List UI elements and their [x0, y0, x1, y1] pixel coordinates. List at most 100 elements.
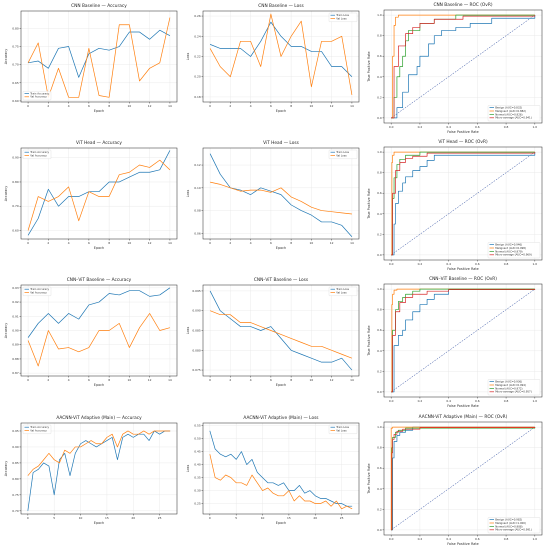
- y-tick-label: 0.18: [194, 95, 201, 99]
- x-tick-label: 10: [261, 516, 265, 520]
- chart-svg: ViT Head — Accuracy 0 2 4 6 8 10 12 14 0.60 0.70 0.…: [4, 140, 178, 250]
- y-tick-label: 0.95: [12, 429, 19, 433]
- y-tick-label: 1.0: [377, 150, 382, 154]
- x-tick-label: 0.2: [418, 537, 423, 541]
- x-tick-label: 0: [209, 516, 211, 520]
- x-tick-label: 0: [27, 104, 29, 108]
- x-tick-label: 14: [168, 104, 172, 108]
- y-axis-label: True Positive Rate: [367, 325, 371, 356]
- x-tick-label: 4: [68, 378, 70, 382]
- x-tick-label: 0.6: [475, 399, 480, 403]
- x-tick-label: 10: [79, 516, 83, 520]
- plot-frame: [202, 422, 360, 515]
- y-axis-label: True Positive Rate: [367, 188, 371, 219]
- x-tick-label: 0: [209, 104, 211, 108]
- chart-panel: CNN Baseline — ROC (OvR) 0.0 0.2 0.4 0.6 0.8 1…: [365, 0, 547, 137]
- chance-diagonal: [391, 151, 535, 256]
- y-tick-label: 1.0: [377, 13, 382, 17]
- chart-panel: CNN–ViT Baseline — ROC (OvR) 0.0 0.2 0.4 0.6…: [365, 274, 547, 411]
- y-tick-label: 0.70: [12, 204, 19, 208]
- y-tick-label: 0.2: [377, 507, 382, 511]
- x-tick-label: 2: [47, 241, 49, 245]
- y-tick-label: 0.70: [12, 63, 19, 67]
- legend-label: Val Loss: [336, 154, 347, 158]
- legend-label: Micro-average (AUC=0.991): [495, 528, 532, 532]
- x-tick-label: 8: [290, 378, 292, 382]
- legend-label: Micro-average (AUC=0.941): [495, 116, 532, 120]
- x-tick-label: 0.4: [446, 399, 451, 403]
- chart-title: CNN Baseline — ROC (OvR): [433, 2, 492, 8]
- x-tick-label: 2: [47, 104, 49, 108]
- legend-label: Train Loss: [336, 150, 349, 154]
- x-tick-label: 10: [128, 241, 132, 245]
- y-tick-label: 0.0: [377, 253, 382, 257]
- legend-label: Benign (AUC=0.982): [495, 518, 522, 522]
- y-tick-label: 0.80: [12, 477, 19, 481]
- y-tick-label: 0.35: [194, 476, 201, 480]
- y-tick-label: 0.4: [377, 487, 382, 491]
- plot-frame: [20, 284, 178, 377]
- plot-frame: [20, 422, 178, 515]
- legend-label: Train Loss: [336, 13, 349, 17]
- y-tick-label: 0.50: [194, 437, 201, 441]
- y-tick-label: 0.0: [377, 116, 382, 120]
- x-tick-label: 14: [168, 241, 172, 245]
- series-line: [27, 430, 171, 476]
- x-tick-label: 2: [229, 378, 231, 382]
- series-line: [390, 426, 535, 530]
- y-tick-label: 0.4: [377, 349, 382, 353]
- y-tick-label: 0.55: [194, 424, 201, 428]
- chart-svg: CNN Baseline — ROC (OvR) 0.0 0.2 0.4 0.6 0.8 1…: [367, 2, 543, 134]
- series-line: [391, 152, 536, 256]
- chart-title: ViT Head — Accuracy: [76, 140, 122, 146]
- chart-panel: CNN–ViT Baseline — Accuracy 0 2 4 6 8 10 12 14 0.…: [0, 274, 182, 411]
- y-tick-label: 0.085: [192, 329, 200, 333]
- x-tick-label: 1.0: [533, 125, 538, 129]
- x-tick-label: 0.8: [504, 125, 509, 129]
- x-tick-label: 12: [330, 104, 334, 108]
- chart-title: CNN Baseline — Accuracy: [71, 3, 127, 9]
- series-line: [27, 150, 171, 236]
- y-tick-label: 0.25: [194, 502, 201, 506]
- y-axis-label: Accuracy: [4, 49, 8, 64]
- y-axis-label: Loss: [186, 465, 190, 473]
- series-line: [391, 14, 535, 119]
- y-axis-label: True Positive Rate: [367, 463, 371, 494]
- x-axis-label: Epoch: [276, 109, 286, 113]
- x-axis-label: Epoch: [276, 521, 286, 525]
- x-axis-label: False Positive Rate: [447, 130, 479, 134]
- series-line: [27, 430, 171, 511]
- chart-panel: ViT Head — Loss 0 2 4 6 8 10 12 14 0.06 0.08 0.10 0.…: [182, 137, 364, 274]
- series-line: [209, 430, 353, 507]
- series-line: [391, 288, 535, 393]
- y-tick-label: 0.06: [194, 231, 201, 235]
- legend-label: Malignant (AUC=0.994): [495, 383, 526, 387]
- y-tick-label: 0.80: [12, 26, 19, 30]
- y-tick-label: 0.075: [192, 368, 200, 372]
- series-line: [391, 427, 536, 531]
- chart-svg: CNN–ViT Baseline — Loss 0 2 4 6 8 10 12 14 0.075 0…: [186, 277, 360, 387]
- x-tick-label: 0.2: [418, 125, 423, 129]
- series-line: [391, 151, 535, 256]
- x-tick-label: 4: [250, 104, 252, 108]
- legend-label: Malignant (AUC=0.998): [495, 246, 526, 250]
- x-tick-label: 6: [88, 241, 90, 245]
- y-tick-label: 1.0: [377, 287, 382, 291]
- x-tick-label: 1.0: [533, 537, 538, 541]
- y-tick-label: 0.85: [12, 461, 19, 465]
- x-tick-label: 20: [313, 516, 317, 520]
- legend-label: Train Accuracy: [30, 425, 49, 429]
- chart-panel: CNN–ViT Baseline — Loss 0 2 4 6 8 10 12 14 0.075 0…: [182, 274, 364, 411]
- chance-diagonal: [391, 426, 535, 531]
- x-tick-label: 0: [209, 241, 211, 245]
- legend-label: Val Accuracy: [30, 154, 47, 158]
- x-tick-label: 4: [250, 241, 252, 245]
- chart-title: AACNN-ViT Adaptive (Main) — ROC (OvR): [419, 414, 508, 420]
- chart-svg: CNN Baseline — Loss 0 2 4 6 8 10 12 14 0.18 0.20 0.…: [186, 3, 360, 113]
- legend-label: Benign (AUC=0.936): [495, 380, 522, 384]
- legend-label: Benign (AUC=0.946): [495, 243, 522, 247]
- x-tick-label: 25: [340, 516, 344, 520]
- legend-label: Val Accuracy: [30, 291, 47, 295]
- y-tick-label: 0.6: [377, 54, 382, 58]
- series-line: [27, 17, 171, 98]
